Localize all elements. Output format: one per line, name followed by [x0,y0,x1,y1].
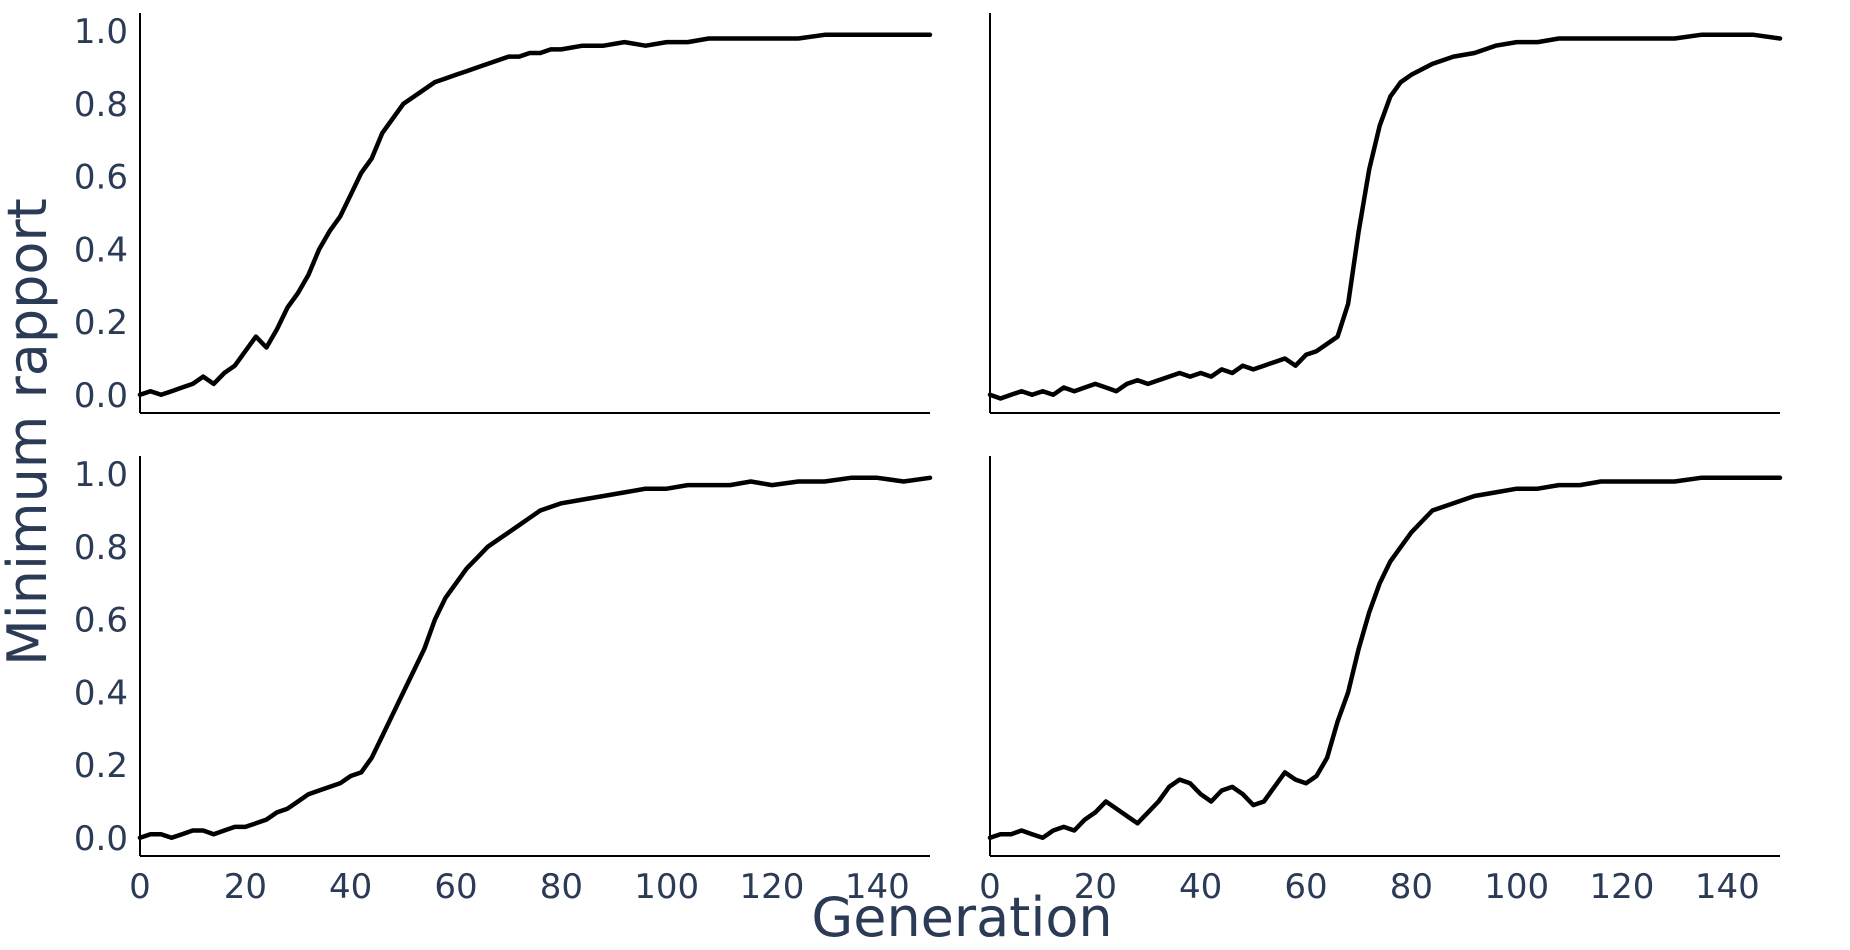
y-axis-title: Minimum rapport [0,198,59,666]
series-line-top-right [987,32,1783,401]
panel-top-left: 0.0 0.2 0.4 0.6 0.8 1.0 [74,12,933,416]
y-tick-label: 0.8 [74,528,128,568]
panels: 0.0 0.2 0.4 0.6 0.8 1.0 0.0 0.2 0.4 0.6 0.8 1.0 0 20 4… [74,12,1783,907]
y-tick-label: 1.0 [74,455,128,495]
y-tick-label: 0.2 [74,303,128,343]
panel-bottom-right: 0 20 40 60 80 100 120 140 [979,456,1783,907]
y-tick-label: 0.6 [74,158,128,198]
panel-bottom-left: 0.0 0.2 0.4 0.6 0.8 1.0 0 20 40 60 80 100 120 140 [74,455,933,907]
x-tick-label: 120 [740,867,805,907]
x-tick-label: 80 [540,867,583,907]
x-tick-label: 100 [634,867,699,907]
y-tick-label: 0.4 [74,673,128,713]
x-tick-label: 0 [979,867,1001,907]
x-tick-label: 100 [1484,867,1549,907]
x-tick-label: 20 [224,867,267,907]
x-tick-label: 20 [1074,867,1117,907]
x-tick-label: 40 [329,867,372,907]
y-tick-label: 0.0 [74,819,128,859]
x-tick-label: 60 [434,867,477,907]
x-tick-label: 40 [1179,867,1222,907]
y-tick-label: 0.6 [74,601,128,641]
series-line-bottom-right [987,475,1783,841]
y-tick-label: 0.2 [74,746,128,786]
x-axis-title: Generation [811,886,1112,949]
x-tick-label: 140 [1695,867,1760,907]
x-tick-label: 80 [1390,867,1433,907]
x-tick-label: 0 [129,867,151,907]
panel-top-right [987,13,1783,414]
y-tick-label: 0.8 [74,85,128,125]
y-tick-label: 0.4 [74,230,128,270]
x-tick-label: 60 [1284,867,1327,907]
y-tick-label: 0.0 [74,376,128,416]
x-tick-label: 120 [1590,867,1655,907]
series-line-bottom-left [137,475,933,841]
y-tick-label: 1.0 [74,12,128,52]
series-line-top-left [137,32,933,398]
x-tick-label: 140 [845,867,910,907]
